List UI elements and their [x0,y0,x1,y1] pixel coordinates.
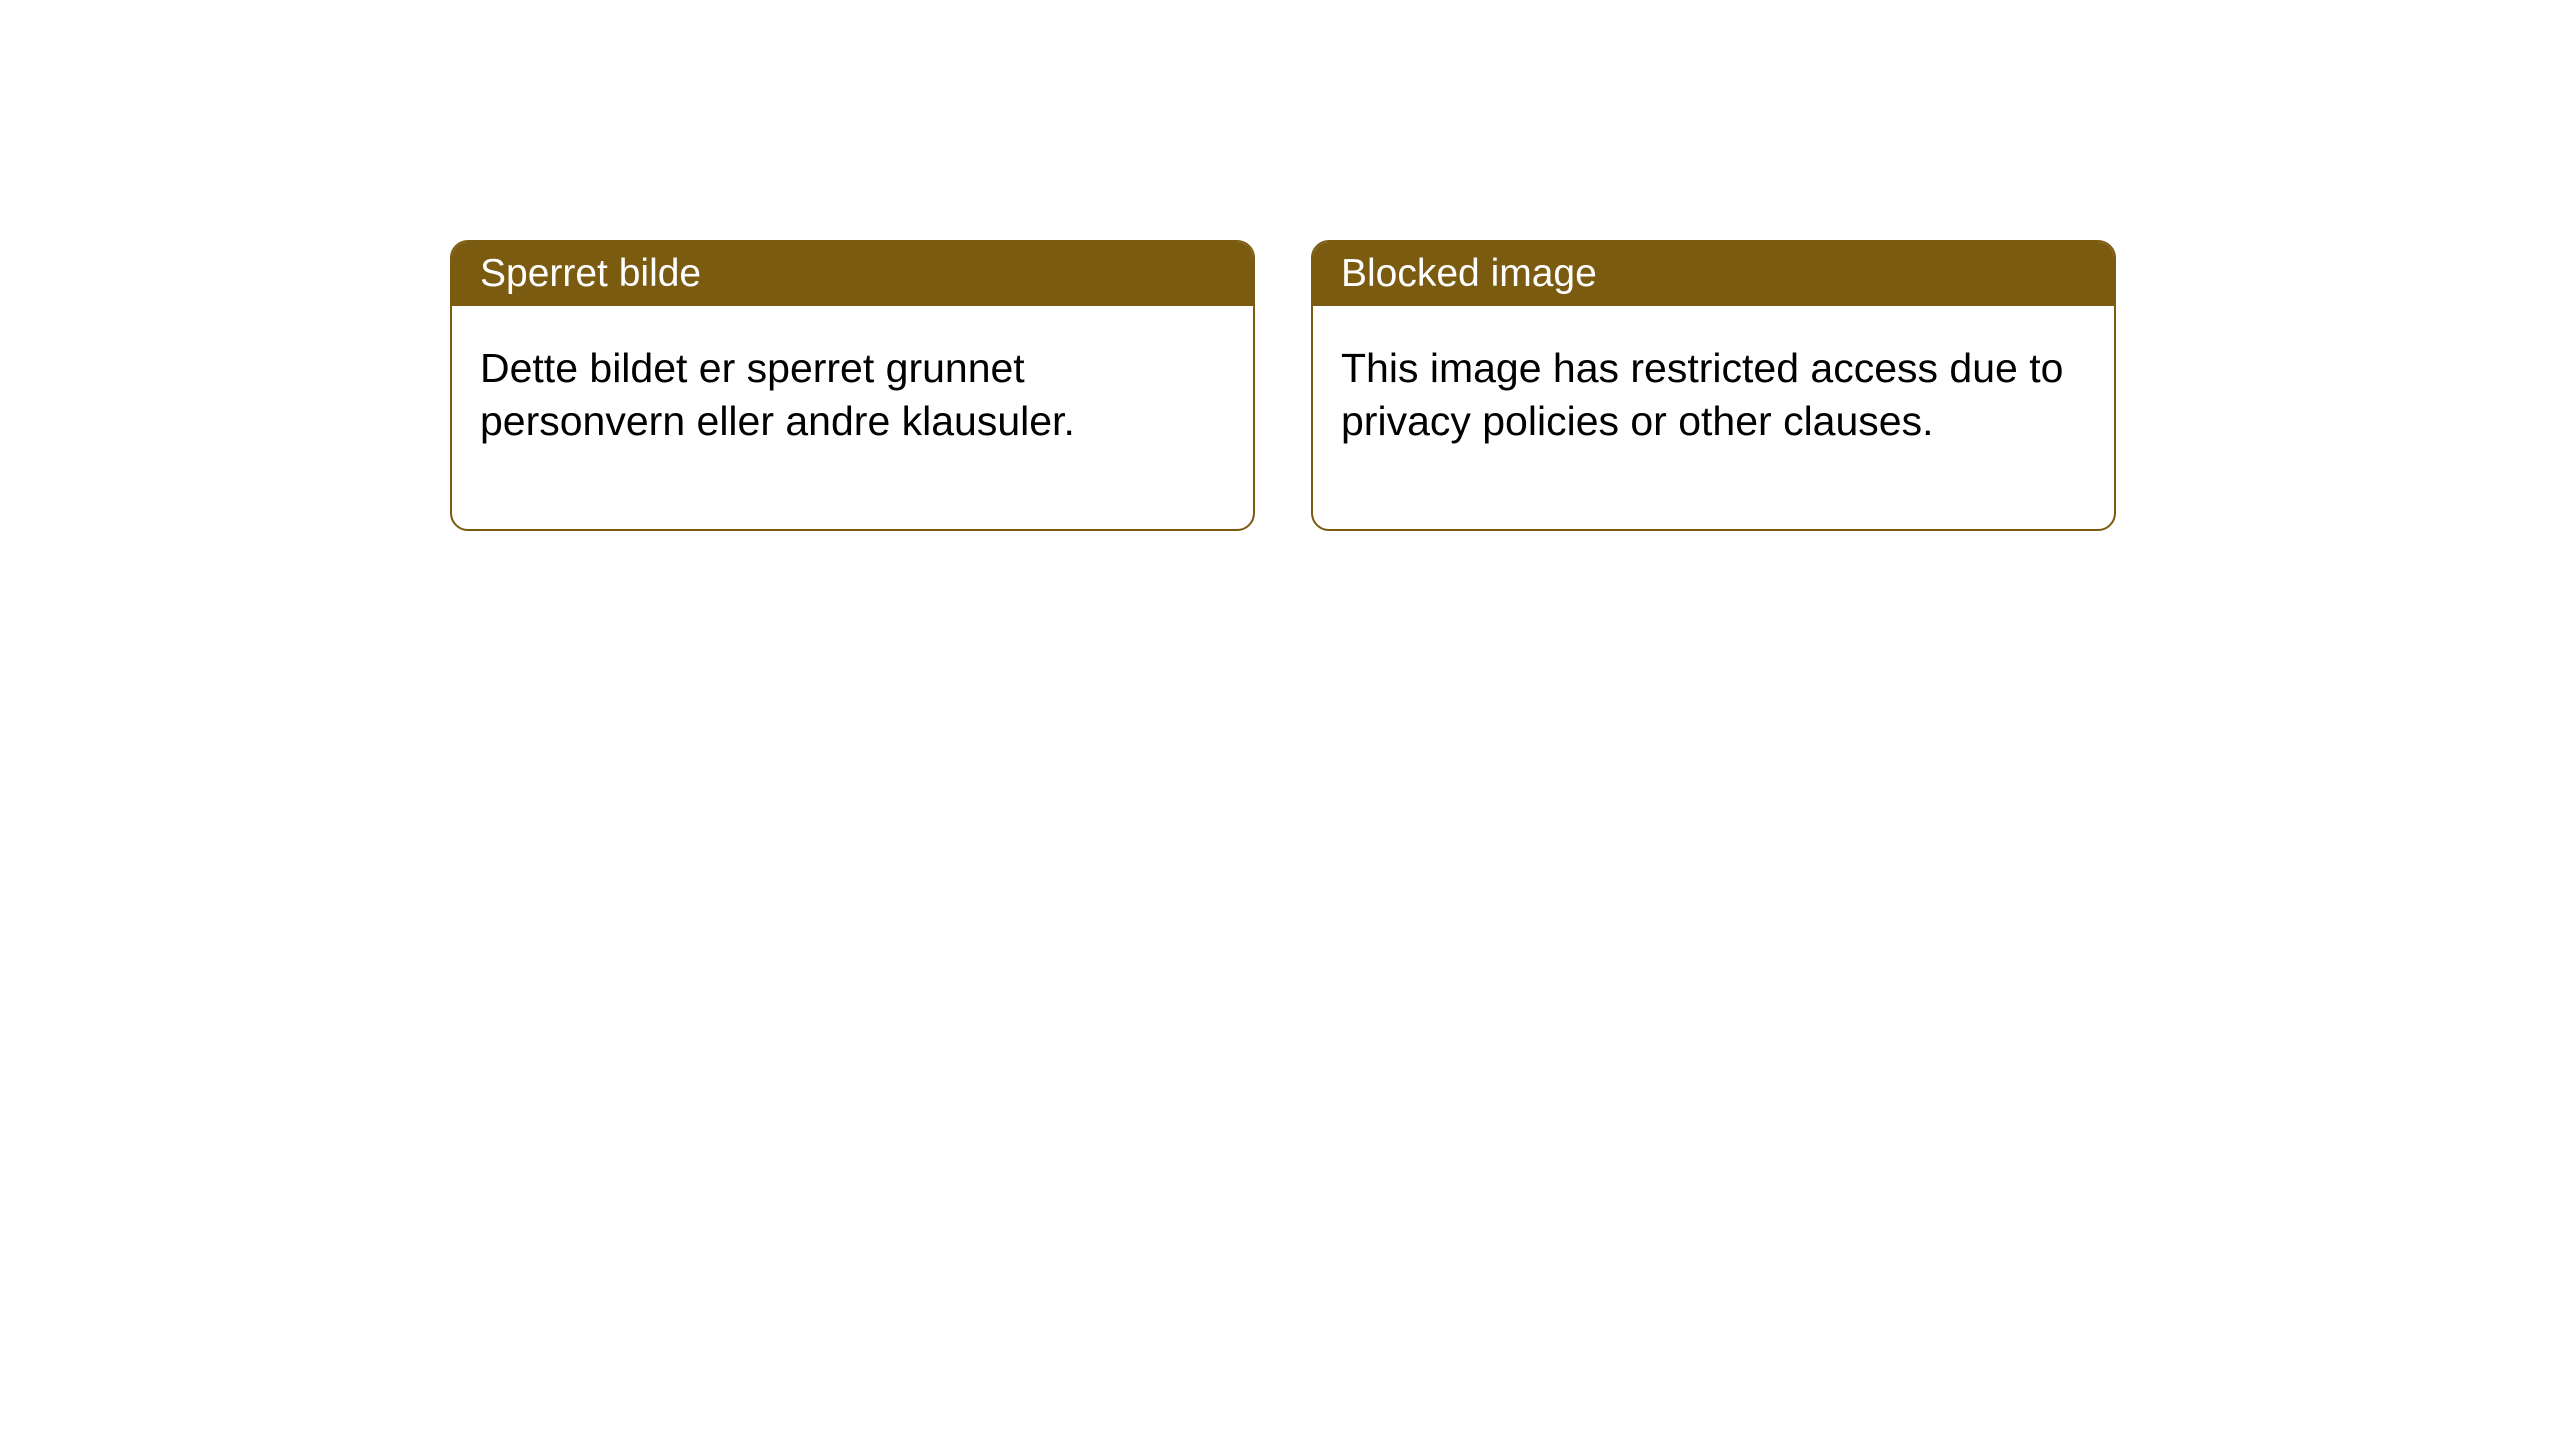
notice-container: Sperret bilde Dette bildet er sperret gr… [450,240,2116,531]
notice-box-english: Blocked image This image has restricted … [1311,240,2116,531]
notice-body: This image has restricted access due to … [1313,306,2114,529]
notice-header: Blocked image [1313,242,2114,306]
notice-header: Sperret bilde [452,242,1253,306]
notice-body: Dette bildet er sperret grunnet personve… [452,306,1253,529]
notice-box-norwegian: Sperret bilde Dette bildet er sperret gr… [450,240,1255,531]
